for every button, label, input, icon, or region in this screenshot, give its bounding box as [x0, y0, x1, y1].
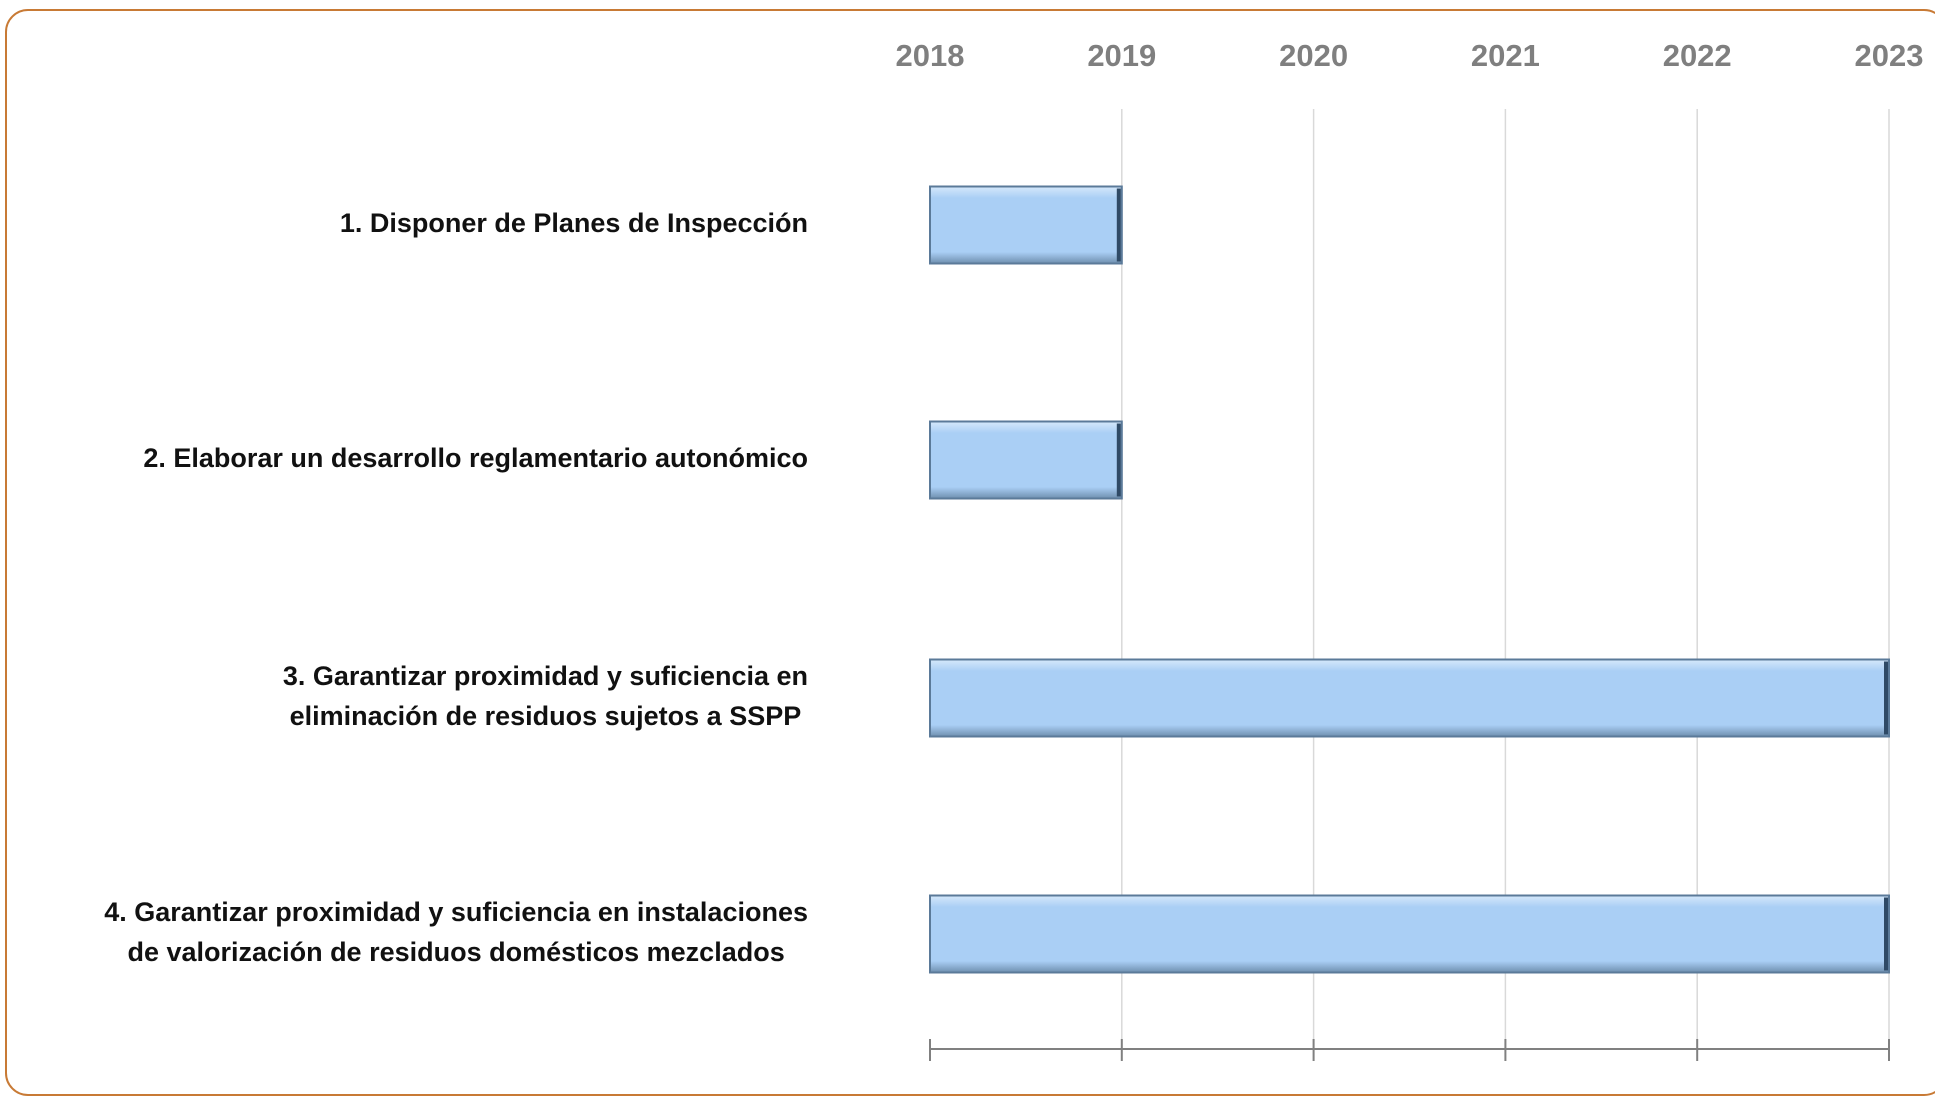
category-label: de valorización de residuos domésticos m…	[128, 937, 785, 967]
bar	[929, 894, 1890, 974]
x-tick-label: 2019	[1087, 38, 1156, 73]
chart-border	[5, 9, 1935, 1096]
x-tick-label: 2021	[1471, 38, 1540, 73]
category-label: eliminación de residuos sujetos a SSPP	[290, 701, 802, 731]
bar	[929, 420, 1123, 500]
x-tick-label: 2022	[1663, 38, 1732, 73]
bar	[929, 658, 1890, 738]
x-tick-label: 2020	[1279, 38, 1348, 73]
category-label: 1. Disponer de Planes de Inspección	[340, 208, 808, 238]
category-label: 4. Garantizar proximidad y suficiencia e…	[104, 897, 808, 927]
bar	[929, 185, 1123, 265]
category-label: 3. Garantizar proximidad y suficiencia e…	[283, 661, 808, 691]
x-tick-label: 2023	[1855, 38, 1924, 73]
category-label: 2. Elaborar un desarrollo reglamentario …	[143, 443, 808, 473]
x-tick-label: 2018	[896, 38, 965, 73]
